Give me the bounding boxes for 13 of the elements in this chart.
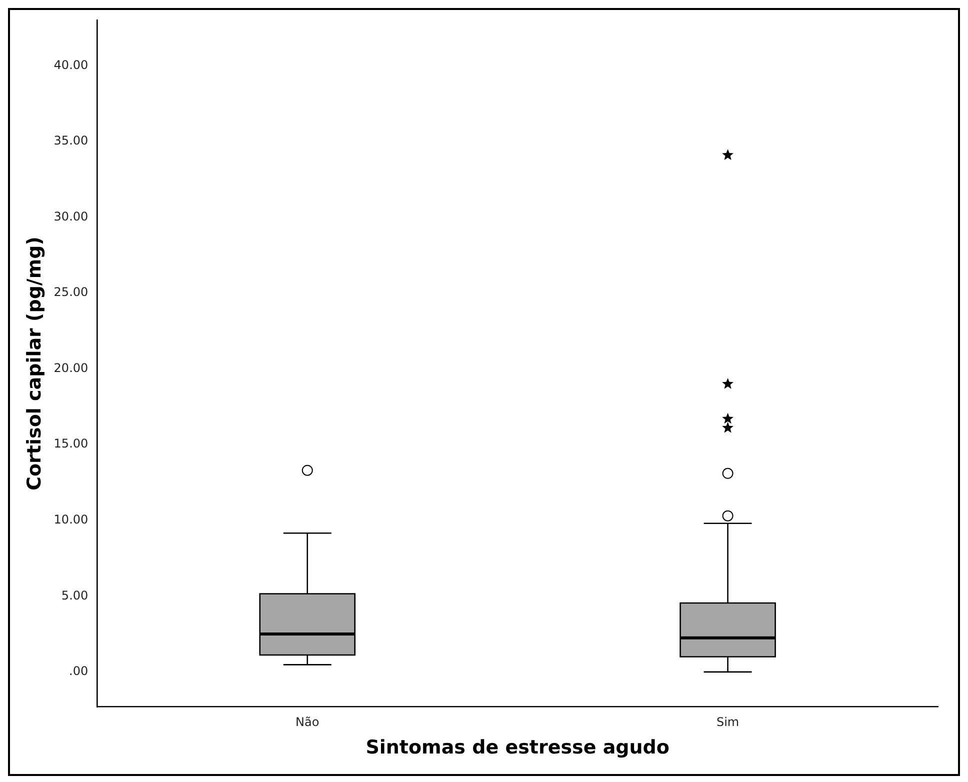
- y-tick-label: 5.00: [61, 588, 88, 602]
- y-tick-label: 25.00: [54, 285, 88, 300]
- y-tick-label: 20.00: [54, 360, 88, 375]
- y-axis-title: Cortisol capilar (pg/mg): [23, 236, 46, 490]
- y-tick-label: 30.00: [54, 209, 88, 224]
- x-tick-label: Não: [296, 715, 320, 730]
- y-tick-label: 40.00: [54, 58, 88, 72]
- y-tick-label: 10.00: [54, 512, 88, 526]
- x-tick-label: Sim: [716, 715, 740, 730]
- y-tick-label: .00: [69, 664, 88, 678]
- y-tick-label: 35.00: [54, 134, 88, 148]
- y-tick-label: 15.00: [54, 436, 88, 451]
- x-axis-title: Sintomas de estresse agudo: [366, 736, 670, 759]
